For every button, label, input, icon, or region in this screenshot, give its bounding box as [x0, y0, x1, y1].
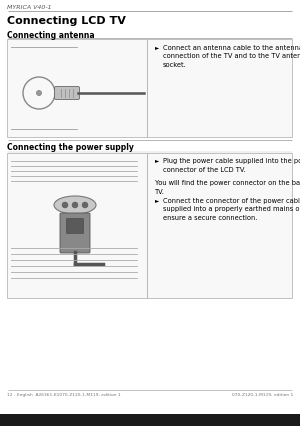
Text: 070-Z120-1-M119, edition 1: 070-Z120-1-M119, edition 1: [232, 393, 293, 397]
Text: Connecting the power supply: Connecting the power supply: [7, 143, 134, 152]
Circle shape: [82, 202, 88, 208]
Bar: [0, 414, 300, 426]
Bar: [147, 153, 292, 298]
Text: Connect an antenna cable to the antenna
connection of the TV and to the TV anten: Connect an antenna cable to the antenna …: [163, 45, 300, 68]
Bar: [147, 39, 292, 137]
FancyBboxPatch shape: [67, 219, 83, 233]
Text: ►: ►: [155, 45, 159, 50]
Text: Connecting antenna: Connecting antenna: [7, 31, 94, 40]
Bar: [7, 39, 147, 137]
Text: 12 - English  A26361-K1070-Z120-1-M119, edition 1: 12 - English A26361-K1070-Z120-1-M119, e…: [7, 393, 121, 397]
Circle shape: [72, 202, 78, 208]
Text: ►: ►: [155, 198, 159, 203]
Text: MYRICA V40-1: MYRICA V40-1: [7, 5, 52, 10]
Ellipse shape: [54, 196, 96, 214]
Text: You will find the power connector on the back of the
TV.: You will find the power connector on the…: [155, 180, 300, 195]
Text: Plug the power cable supplied into the power
connector of the LCD TV.: Plug the power cable supplied into the p…: [163, 158, 300, 173]
Text: ►: ►: [155, 158, 159, 163]
Text: Connect the connector of the power cable
supplied into a properly earthed mains : Connect the connector of the power cable…: [163, 198, 300, 221]
Circle shape: [62, 202, 68, 208]
FancyBboxPatch shape: [55, 86, 80, 100]
Circle shape: [37, 90, 41, 95]
Bar: [7, 153, 147, 298]
FancyBboxPatch shape: [60, 213, 90, 253]
Text: Connecting LCD TV: Connecting LCD TV: [7, 16, 126, 26]
